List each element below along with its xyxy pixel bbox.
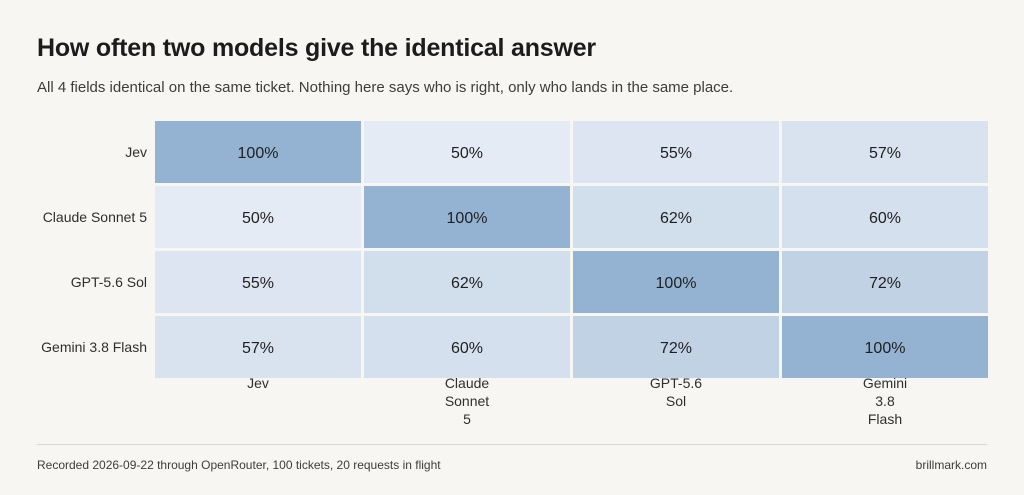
heatmap-cell-value: 60% bbox=[451, 340, 483, 357]
column-label: Gemini 3.8 Flash bbox=[863, 375, 907, 427]
heatmap-cell-value: 72% bbox=[660, 340, 692, 357]
footer-divider bbox=[37, 444, 987, 445]
row-label: Jev bbox=[125, 144, 147, 160]
heatmap-cell bbox=[573, 316, 779, 378]
heatmap-cell bbox=[364, 186, 570, 248]
heatmap-cell-value: 100% bbox=[865, 340, 906, 357]
heatmap-cell-value: 100% bbox=[447, 210, 488, 227]
heatmap-cell bbox=[782, 316, 988, 378]
heatmap-cell bbox=[782, 251, 988, 313]
row-label: Gemini 3.8 Flash bbox=[41, 339, 147, 355]
column-label: Claude Sonnet 5 bbox=[445, 375, 490, 427]
heatmap-cell bbox=[573, 251, 779, 313]
heatmap-cell-value: 60% bbox=[869, 210, 901, 227]
row-label: Claude Sonnet 5 bbox=[43, 209, 148, 225]
heatmap-cell bbox=[782, 186, 988, 248]
footer-site: brillmark.com bbox=[915, 458, 987, 472]
heatmap-cell bbox=[364, 121, 570, 183]
heatmap-cell-value: 50% bbox=[451, 145, 483, 162]
heatmap-cell-value: 100% bbox=[238, 145, 279, 162]
heatmap-cell-value: 72% bbox=[869, 275, 901, 292]
heatmap-cell-value: 62% bbox=[451, 275, 483, 292]
column-label: GPT-5.6 Sol bbox=[650, 375, 702, 409]
heatmap-cell bbox=[155, 121, 361, 183]
heatmap-cell bbox=[782, 121, 988, 183]
heatmap-cell-value: 57% bbox=[242, 340, 274, 357]
heatmap-cell-value: 55% bbox=[242, 275, 274, 292]
heatmap-cell-value: 100% bbox=[656, 275, 697, 292]
heatmap-cell bbox=[573, 121, 779, 183]
heatmap-cell bbox=[155, 186, 361, 248]
heatmap-cell bbox=[573, 186, 779, 248]
heatmap-cell bbox=[155, 251, 361, 313]
heatmap-cell-value: 57% bbox=[869, 145, 901, 162]
heatmap-cell-value: 55% bbox=[660, 145, 692, 162]
agreement-heatmap: 100% 50% 55% 57% 50% 100% 62% 60% 55% 62% 100% 72% 5… bbox=[41, 121, 988, 427]
row-label: GPT-5.6 Sol bbox=[71, 274, 147, 290]
heatmap-cell-value: 62% bbox=[660, 210, 692, 227]
chart-subtitle: All 4 fields identical on the same ticke… bbox=[37, 79, 734, 96]
column-label: Jev bbox=[247, 375, 269, 391]
heatmap-cell bbox=[155, 316, 361, 378]
footer-note: Recorded 2026-09-22 through OpenRouter, … bbox=[37, 458, 441, 472]
heatmap-cell bbox=[364, 316, 570, 378]
chart-title: How often two models give the identical … bbox=[37, 34, 596, 62]
heatmap-cell bbox=[364, 251, 570, 313]
heatmap-cell-value: 50% bbox=[242, 210, 274, 227]
